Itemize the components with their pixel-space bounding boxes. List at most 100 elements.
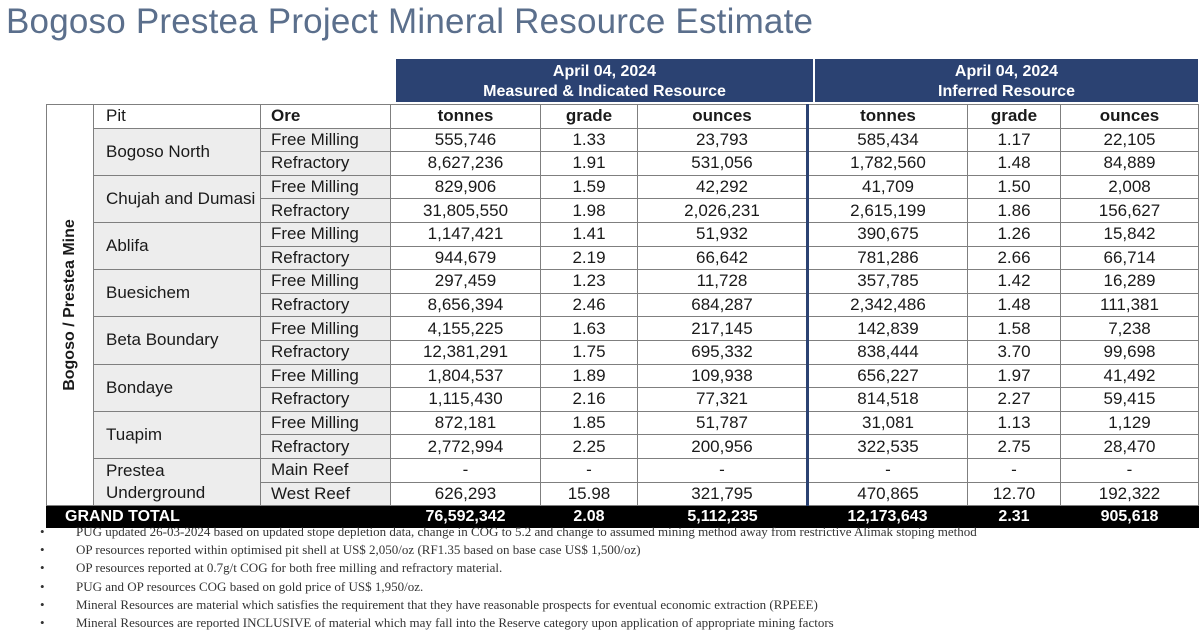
footnotes: • PUG updated 26-03-2024 based on updated… <box>40 523 1196 632</box>
mi-tonnes: 1,115,430 <box>390 387 541 412</box>
mi-ounces: 200,956 <box>637 434 808 459</box>
mi-ounces: - <box>637 457 808 483</box>
table-row: West Reef 626,293 15.98 321,795 470,865 12.70… <box>47 481 1199 507</box>
inf-ounces: 16,289 <box>1060 269 1199 294</box>
footnote-item: • OP resources reported within optimised … <box>40 541 1196 559</box>
inf-ounces: 28,470 <box>1060 434 1199 459</box>
inf-tonnes: 2,615,199 <box>806 198 968 223</box>
inf-tonnes: 142,839 <box>806 316 968 341</box>
inf-tonnes: 1,782,560 <box>806 151 968 176</box>
table-row: Refractory 8,627,236 1.91 531,056 1,782,560 1… <box>47 151 1199 176</box>
mine-label: Bogoso / Prestea Mine <box>61 219 78 391</box>
mi-tonnes: 4,155,225 <box>390 316 541 341</box>
measured-indicated-header: April 04, 2024 Measured & Indicated Reso… <box>396 59 813 102</box>
inf-tonnes: 357,785 <box>806 269 968 294</box>
mi-tonnes: 829,906 <box>390 174 541 200</box>
mi-grade: 1.63 <box>540 316 638 341</box>
inf-tonnes: 390,675 <box>806 221 968 247</box>
inf-tonnes: 585,434 <box>806 127 968 153</box>
pit-name: Bogoso North <box>93 127 261 176</box>
grand-total-label: GRAND TOTAL <box>46 505 391 529</box>
inf-ounces: - <box>1060 457 1199 483</box>
mi-tonnes: 8,627,236 <box>390 151 541 176</box>
gt-mi-tonnes: 76,592,342 <box>390 505 541 529</box>
mi-tonnes: 31,805,550 <box>390 198 541 223</box>
inf-ounces: 41,492 <box>1060 363 1199 389</box>
bullet-icon: • <box>40 578 45 594</box>
bullet-icon: • <box>40 542 45 558</box>
inf-tonnes: 31,081 <box>806 410 968 436</box>
footnote-item: • Mineral Resources are reported INCLUSIV… <box>40 614 1196 632</box>
footnote-text: OP resources reported within optimised p… <box>76 542 641 558</box>
mi-ounces: 66,642 <box>637 245 808 271</box>
inf-ounces: 192,322 <box>1060 481 1199 507</box>
mi-tonnes: 1,804,537 <box>390 363 541 389</box>
table-row: Refractory 12,381,291 1.75 695,332 838,444 3.… <box>47 339 1199 365</box>
ore-type: Free Milling <box>260 316 391 341</box>
inf-tonnes: 322,535 <box>806 434 968 459</box>
mi-tonnes: 8,656,394 <box>390 292 541 318</box>
mi-tonnes: 555,746 <box>390 127 541 153</box>
ore-type: Refractory <box>260 245 391 271</box>
mi-grade: 1.85 <box>540 410 638 436</box>
table-row: Bogoso North Free Milling 555,746 1.33 23,79… <box>47 127 1199 176</box>
mi-ounces: 23,793 <box>637 127 808 153</box>
inf-ounces: 7,238 <box>1060 316 1199 341</box>
col-pit: Pit <box>93 104 261 129</box>
ore-type: Free Milling <box>260 174 391 200</box>
inf-ounces: 2,008 <box>1060 174 1199 200</box>
gt-mi-ounces: 5,112,235 <box>637 505 808 529</box>
col-inf-tonnes: tonnes <box>806 104 968 129</box>
grand-total-row: GRAND TOTAL 76,592,342 2.08 5,112,235 12,173… <box>46 505 1199 529</box>
mi-ounces: 2,026,231 <box>637 198 808 223</box>
ore-type: Refractory <box>260 198 391 223</box>
mi-date: April 04, 2024 <box>552 63 657 80</box>
mi-tonnes: 1,147,421 <box>390 221 541 247</box>
mi-grade: 1.98 <box>540 198 638 223</box>
inf-ounces: 15,842 <box>1060 221 1199 247</box>
table-row: Buesichem Free Milling 297,459 1.23 11,728 35… <box>47 269 1199 318</box>
table-row: Prestea Underground Main Reef - - - - - - <box>47 457 1199 507</box>
ore-type: Free Milling <box>260 410 391 436</box>
inf-ounces: 99,698 <box>1060 339 1199 365</box>
mi-grade: 2.19 <box>540 245 638 271</box>
mi-ounces: 11,728 <box>637 269 808 294</box>
inf-ounces: 111,381 <box>1060 292 1199 318</box>
inf-tonnes: 814,518 <box>806 387 968 412</box>
ore-type: Refractory <box>260 387 391 412</box>
footnote-item: • PUG and OP resources COG based on gold … <box>40 578 1196 596</box>
mi-grade: 1.75 <box>540 339 638 365</box>
pit-name: Tuapim <box>93 410 261 459</box>
mi-grade: 1.89 <box>540 363 638 389</box>
table-row: Refractory 2,772,994 2.25 200,956 322,535 2.7… <box>47 434 1199 459</box>
bullet-icon: • <box>40 614 45 630</box>
gt-inf-ounces: 905,618 <box>1060 505 1199 529</box>
mi-tonnes: 626,293 <box>390 481 541 507</box>
mi-ounces: 321,795 <box>637 481 808 507</box>
table-row: Ablifa Free Milling 1,147,421 1.41 51,932 390… <box>47 221 1199 271</box>
pit-name: Beta Boundary <box>93 316 261 365</box>
footnote-item: • PUG updated 26-03-2024 based on updated… <box>40 523 1196 541</box>
mi-ounces: 51,932 <box>637 221 808 247</box>
inf-ounces: 84,889 <box>1060 151 1199 176</box>
inf-ounces: 22,105 <box>1060 127 1199 153</box>
inf-tonnes: 41,709 <box>806 174 968 200</box>
mi-grade: 1.23 <box>540 269 638 294</box>
inf-grade: 2.27 <box>967 387 1061 412</box>
inf-grade: 1.13 <box>967 410 1061 436</box>
mi-grade: - <box>540 457 638 483</box>
inf-grade: 1.17 <box>967 127 1061 153</box>
inf-grade: 1.50 <box>967 174 1061 200</box>
col-mi-ounces: ounces <box>637 104 808 129</box>
mi-grade: 15.98 <box>540 481 638 507</box>
col-ore: Ore <box>260 104 391 129</box>
footnote-text: PUG and OP resources COG based on gold p… <box>76 578 424 594</box>
mi-ounces: 695,332 <box>637 339 808 365</box>
mi-grade: 1.41 <box>540 221 638 247</box>
pit-name: Bondaye <box>93 363 261 412</box>
mi-ounces: 42,292 <box>637 174 808 200</box>
table-row: Refractory 8,656,394 2.46 684,287 2,342,486 1… <box>47 292 1199 318</box>
inf-ounces: 59,415 <box>1060 387 1199 412</box>
mi-ounces: 217,145 <box>637 316 808 341</box>
footnote-text: PUG updated 26-03-2024 based on updated … <box>76 524 977 539</box>
